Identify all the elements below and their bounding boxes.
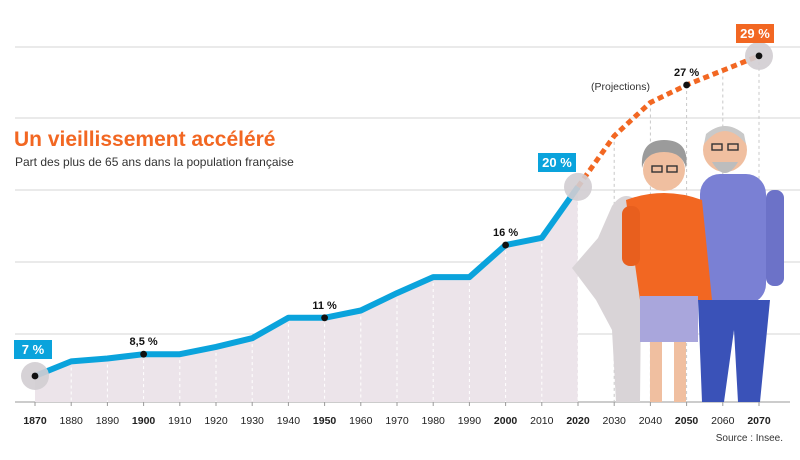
x-tick-label: 2050 [675,415,699,427]
x-tick-label: 1970 [385,415,409,427]
woman-leg [674,342,686,402]
chart-title: Un vieillissement accéléré [14,128,276,151]
data-label: 27 % [674,67,699,79]
data-point [321,314,328,322]
x-tick-label: 2010 [530,415,554,427]
data-label: 8,5 % [130,336,158,348]
woman-top [626,193,712,300]
x-tick-label: 2060 [711,415,735,427]
x-tick-label: 1920 [204,415,228,427]
x-tick-label: 1950 [313,415,337,427]
value-badge [538,153,576,172]
historical-line [33,185,581,379]
woman-skirt [640,296,698,342]
x-tick-label: 1910 [168,415,192,427]
source-note: Source : Insee. [716,433,783,444]
man-hair [704,126,746,144]
data-point [502,241,509,249]
man-glasses [711,143,723,151]
x-tick-label: 1930 [241,415,265,427]
x-tick-label: 2000 [494,415,518,427]
woman-hair [641,140,687,168]
x-tick-label: 2020 [566,415,590,427]
woman-glasses [651,165,663,173]
data-label: 11 % [312,300,337,312]
man-legs [698,300,770,402]
x-tick-label: 1940 [277,415,301,427]
x-tick-label: 2040 [639,415,663,427]
woman-arm [622,206,640,266]
area-fill [35,186,578,402]
man-torso [700,174,766,304]
x-tick-label: 2070 [747,415,771,427]
x-tick-label: 1880 [60,415,84,427]
x-tick-label: 1870 [23,415,47,427]
elderly-couple-illustration [572,126,784,402]
value-badge-label: 7 % [22,342,45,357]
woman-glasses [666,165,678,173]
man-beard [712,162,738,173]
man-glasses [727,143,739,151]
x-tick-label: 1900 [132,415,156,427]
x-tick-label: 1980 [422,415,446,427]
x-tick-label: 1890 [96,415,120,427]
projection-line [575,53,760,189]
woman-head [643,149,685,191]
data-point [683,81,690,89]
x-tick-label: 2030 [603,415,627,427]
x-tick-label: 1990 [458,415,482,427]
data-point [755,52,763,60]
projection-label: (Projections) [591,81,650,93]
value-badge [14,340,52,359]
woman-leg [650,342,662,402]
data-point [31,372,39,380]
data-label: 16 % [493,227,518,239]
value-badge-label: 20 % [542,155,572,170]
chart-subtitle: Part des plus de 65 ans dans la populati… [15,155,294,169]
value-badge-label: 29 % [740,26,770,41]
value-badge [736,24,774,43]
man-head [703,128,747,172]
x-tick-label: 1960 [349,415,373,427]
data-point [140,350,148,358]
point-halo [564,172,592,201]
man-arm [766,190,784,286]
